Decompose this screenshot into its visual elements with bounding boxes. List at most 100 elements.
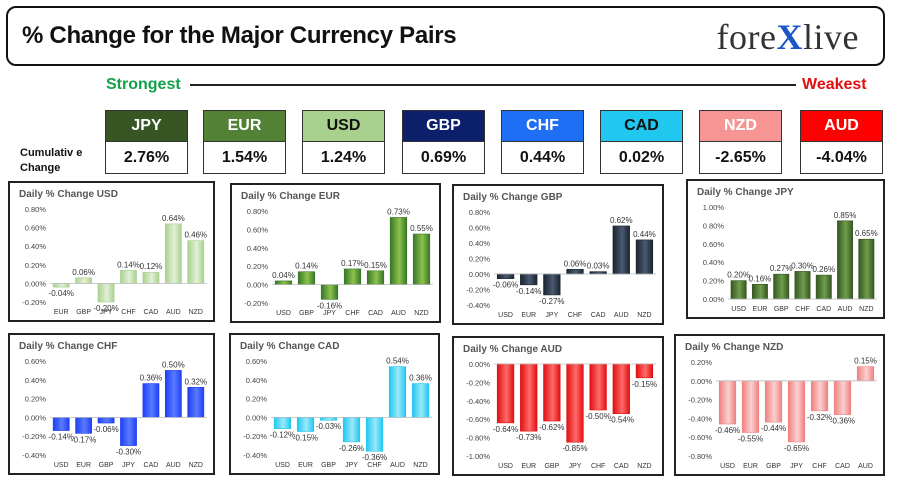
currency-code: EUR <box>204 111 285 142</box>
x-tick-label: AUD <box>838 306 853 313</box>
bar-nzd <box>412 233 431 285</box>
x-tick-label: EUR <box>521 463 536 470</box>
cumulative-change-value: 0.69% <box>403 142 484 173</box>
y-tick-label: 0.20% <box>469 255 491 264</box>
bar-eur <box>520 273 538 286</box>
data-label: -0.55% <box>738 435 763 444</box>
bar-eur <box>75 417 93 434</box>
x-tick-label: CAD <box>144 309 159 316</box>
data-label: -0.04% <box>49 289 74 298</box>
bar-aud <box>389 217 408 285</box>
chart-title: Daily % Change USD <box>19 189 118 200</box>
bar-aud <box>164 223 182 284</box>
bar-cad <box>142 383 160 418</box>
data-label: 0.54% <box>386 357 409 366</box>
cumulative-change-label: Cumulativ e Change <box>20 147 83 174</box>
currency-code: AUD <box>801 111 882 142</box>
x-tick-label: NZD <box>637 463 651 470</box>
x-tick-label: NZD <box>413 462 427 469</box>
chart-panel-6: Daily % Change CAD -0.40% -0.20% 0.00% 0.20%… <box>229 333 440 475</box>
data-label: -0.15% <box>293 434 318 443</box>
bar-usd <box>496 363 515 424</box>
bar-cad <box>612 363 630 414</box>
y-tick-label: -0.60% <box>688 433 712 442</box>
forexlive-logo: foreXlive <box>717 16 859 58</box>
bar-eur <box>520 363 538 432</box>
bar-chf <box>589 363 607 411</box>
currency-box-aud: AUD -4.04% <box>800 110 883 174</box>
data-label: 0.15% <box>364 261 387 270</box>
x-tick-label: AUD <box>858 463 873 470</box>
chart-panel-7: Daily % Change AUD -1.00% -0.80% -0.60% -0.4… <box>452 336 664 476</box>
cumulative-change-value: 2.76% <box>106 142 187 173</box>
bar-gbp <box>773 273 790 300</box>
data-label: -0.73% <box>516 433 541 442</box>
data-label: 0.65% <box>855 229 878 238</box>
data-label: 0.06% <box>564 259 587 268</box>
y-tick-label: -0.20% <box>244 299 268 308</box>
data-label: 0.36% <box>140 374 163 383</box>
data-label: -0.20% <box>93 304 118 313</box>
data-label: 0.14% <box>117 260 140 269</box>
y-tick-label: -0.20% <box>688 396 712 405</box>
x-tick-label: GBP <box>99 462 114 469</box>
chart-title: Daily % Change NZD <box>685 342 783 353</box>
y-tick-label: -1.00% <box>466 452 490 461</box>
bar-nzd <box>635 363 654 379</box>
data-label: 0.32% <box>184 377 207 386</box>
x-tick-label: NZD <box>189 309 203 316</box>
bar-chf <box>810 380 829 412</box>
y-tick-label: 0.40% <box>246 376 268 385</box>
bar-chart-svg: Daily % Change GBP -0.40% -0.20% 0.00% 0.20%… <box>463 192 656 319</box>
x-tick-label: USD <box>498 312 513 319</box>
y-tick-label: 0.40% <box>247 244 269 253</box>
y-tick-label: -0.40% <box>466 301 490 310</box>
data-label: 0.16% <box>749 274 772 283</box>
x-tick-label: EUR <box>521 312 536 319</box>
x-tick-label: NZD <box>637 312 651 319</box>
cumulative-change-value: -4.04% <box>801 142 882 173</box>
y-tick-label: 0.60% <box>25 357 47 366</box>
currency-code: CHF <box>502 111 583 142</box>
chart-title: Daily % Change JPY <box>697 187 794 198</box>
x-tick-label: CHF <box>795 306 809 313</box>
x-tick-label: GBP <box>544 463 559 470</box>
y-tick-label: 0.00% <box>703 295 725 304</box>
data-label: 0.06% <box>72 268 95 277</box>
x-tick-label: JPY <box>790 463 803 470</box>
x-tick-label: GBP <box>321 462 336 469</box>
y-tick-label: -0.40% <box>22 451 46 460</box>
bar-usd <box>273 417 292 429</box>
currency-box-jpy: JPY 2.76% <box>105 110 188 174</box>
x-tick-label: CHF <box>367 462 381 469</box>
x-tick-label: GBP <box>76 309 91 316</box>
data-label: -0.06% <box>493 281 518 290</box>
currency-box-nzd: NZD -2.65% <box>699 110 782 174</box>
bar-gbp <box>97 417 115 424</box>
data-label: 0.30% <box>791 261 814 270</box>
data-label: 0.73% <box>387 207 410 216</box>
y-tick-label: 0.00% <box>25 279 47 288</box>
currency-code: GBP <box>403 111 484 142</box>
y-tick-label: -0.20% <box>22 432 46 441</box>
x-tick-label: CHF <box>121 309 135 316</box>
bar-eur <box>296 417 315 432</box>
y-tick-label: -0.40% <box>466 397 490 406</box>
bar-cad <box>366 270 385 285</box>
y-tick-label: 0.60% <box>469 224 491 233</box>
x-tick-label: CHF <box>591 463 605 470</box>
data-label: 0.12% <box>140 262 163 271</box>
data-label: -0.62% <box>539 423 564 432</box>
x-tick-label: USD <box>275 462 290 469</box>
y-tick-label: 0.80% <box>469 208 491 217</box>
chart-title: Daily % Change GBP <box>463 192 563 203</box>
currency-box-eur: EUR 1.54% <box>203 110 286 174</box>
bar-chart-svg: Daily % Change CHF -0.40% -0.20% 0.00% 0.20%… <box>19 341 207 469</box>
x-tick-label: USD <box>720 463 735 470</box>
bar-chart-svg: Daily % Change NZD -0.80% -0.60% -0.40% -0.2… <box>685 342 877 470</box>
y-tick-label: 1.00% <box>703 203 725 212</box>
data-label: -0.26% <box>339 444 364 453</box>
data-label: -0.64% <box>493 425 518 434</box>
cumulative-change-value: 1.54% <box>204 142 285 173</box>
bar-aud <box>856 366 875 382</box>
